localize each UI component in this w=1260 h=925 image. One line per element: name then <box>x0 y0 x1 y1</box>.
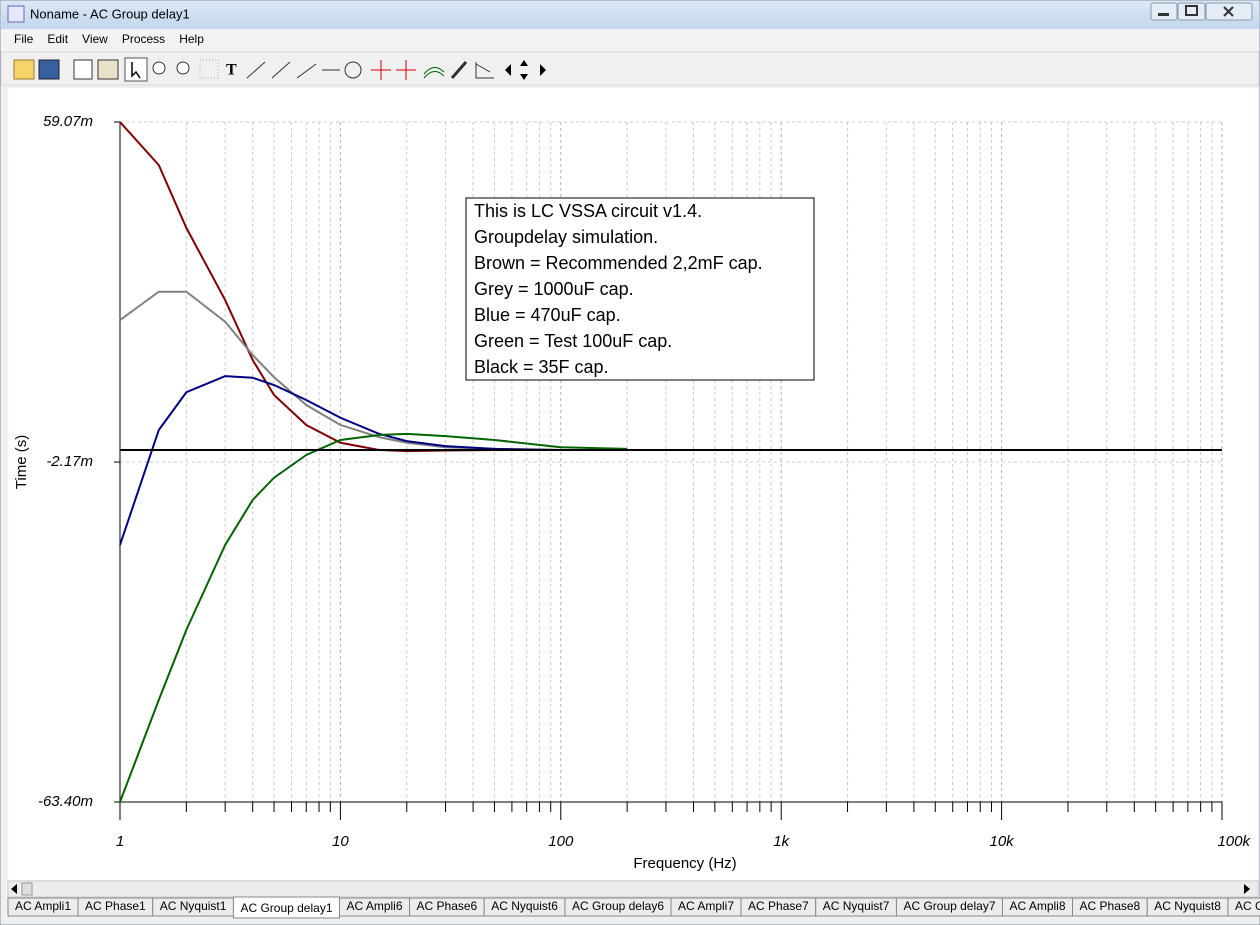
tab-label[interactable]: AC Phase6 <box>417 899 478 913</box>
menu: File Edit View Process Help <box>14 32 204 46</box>
tab-label[interactable]: AC Ampli6 <box>347 899 403 913</box>
tab-label[interactable]: AC Group delay8 <box>1235 899 1260 913</box>
y-tick-label: -63.40m <box>38 793 93 810</box>
annotation-line: Blue = 470uF cap. <box>474 305 621 325</box>
maximize-button[interactable] <box>1177 2 1206 21</box>
menu-item[interactable]: Process <box>122 32 165 46</box>
axis-tool[interactable] <box>475 62 494 79</box>
close-icon <box>1223 6 1234 17</box>
grid-button[interactable] <box>199 59 219 79</box>
text-tool-icon[interactable]: T <box>226 62 237 79</box>
scroll-thumb[interactable] <box>21 882 33 896</box>
nav-arrows[interactable] <box>505 60 546 80</box>
tab-label[interactable]: AC Ampli7 <box>678 899 734 913</box>
horizontal-scrollbar[interactable] <box>7 880 1259 898</box>
zoom-in-button[interactable] <box>152 61 166 75</box>
x-tick-label: 1 <box>116 833 124 850</box>
series-line <box>119 375 628 546</box>
annotation-line: Grey = 1000uF cap. <box>474 279 634 299</box>
title-bar <box>1 1 1259 29</box>
app-icon <box>7 5 25 23</box>
annotation-line: This is LC VSSA circuit v1.4. <box>474 201 702 221</box>
annotation-box: This is LC VSSA circuit v1.4. Groupdelay … <box>465 197 815 381</box>
annotation-line: Groupdelay simulation. <box>474 227 658 247</box>
x-tick-label: 100 <box>548 833 574 850</box>
zoom-out-button[interactable] <box>176 61 190 75</box>
tab-label[interactable]: AC Nyquist8 <box>1154 899 1221 913</box>
minimize-icon <box>1158 13 1169 16</box>
tab[interactable] <box>1227 897 1260 917</box>
draw-tools[interactable] <box>246 61 340 79</box>
x-tick-label: 100k <box>1217 833 1251 850</box>
copy-button[interactable] <box>73 59 93 80</box>
tab-label[interactable]: AC Group delay6 <box>572 899 664 913</box>
y-tick-label: -2.17m <box>46 453 93 470</box>
x-tick-label: 10k <box>990 833 1016 850</box>
maximize-icon <box>1185 5 1198 16</box>
tab-label[interactable]: AC Ampli8 <box>1010 899 1066 913</box>
y-tick-label: 59.07m <box>43 113 93 130</box>
tab-label[interactable]: AC Phase1 <box>85 899 146 913</box>
toolbar-buttons[interactable]: T <box>13 57 546 82</box>
select-button[interactable] <box>124 57 148 82</box>
minimize-button[interactable] <box>1150 2 1178 21</box>
tab-label[interactable]: AC Nyquist7 <box>823 899 890 913</box>
picker-tool[interactable] <box>450 61 468 79</box>
x-tick-label: 10 <box>332 833 349 850</box>
menu-bar <box>1 30 1259 50</box>
menu-item[interactable]: Help <box>179 32 204 46</box>
tab-label[interactable]: AC Group delay1 <box>240 901 332 915</box>
curve-tool[interactable] <box>423 67 445 79</box>
tab-label[interactable]: AC Phase7 <box>748 899 809 913</box>
save-button[interactable] <box>38 59 60 80</box>
annotation-line: Green = Test 100uF cap. <box>474 331 672 351</box>
y-axis-title: Time (s) <box>13 435 30 489</box>
x-tick-label: 1k <box>773 833 790 850</box>
circle-tool[interactable] <box>344 61 362 79</box>
scroll-track[interactable] <box>7 880 1259 898</box>
toolbar <box>0 51 1260 86</box>
chart: 1 10 100 1k 10k 100k 59.07m -2.17m -63.40m Freque… <box>13 113 1252 872</box>
window-title: Noname - AC Group delay1 <box>30 6 190 21</box>
tab-label[interactable]: AC Ampli1 <box>15 899 71 913</box>
menu-item[interactable]: Edit <box>47 32 68 46</box>
cursor-tools[interactable] <box>371 60 416 80</box>
paste-button[interactable] <box>97 59 119 80</box>
tab-label[interactable]: AC Phase8 <box>1080 899 1141 913</box>
pointer-icon <box>131 62 141 79</box>
menu-item[interactable]: File <box>14 32 34 46</box>
tab-label[interactable]: AC Nyquist6 <box>491 899 558 913</box>
series-line <box>119 432 628 803</box>
tab-label[interactable]: AC Group delay7 <box>903 899 995 913</box>
tab-label[interactable]: AC Nyquist1 <box>160 899 227 913</box>
annotation-frame <box>465 197 815 381</box>
sheet-tabs: AC Ampli1 AC Phase1 AC Nyquist1 AC Group de… <box>7 896 1260 919</box>
open-button[interactable] <box>13 59 35 80</box>
window-controls[interactable] <box>1150 2 1253 21</box>
annotation-line: Black = 35F cap. <box>474 357 609 377</box>
annotation-line: Brown = Recommended 2,2mF cap. <box>474 253 763 273</box>
menu-item[interactable]: View <box>82 32 108 46</box>
x-axis-title: Frequency (Hz) <box>633 855 736 872</box>
